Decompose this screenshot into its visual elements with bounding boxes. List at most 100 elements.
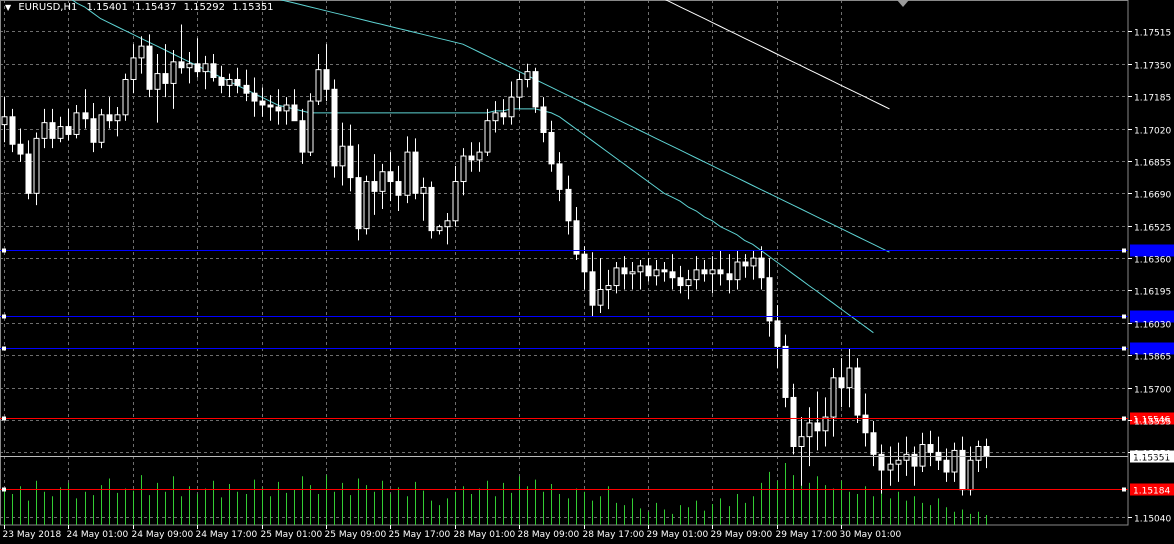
candle-body-bull[interactable]	[508, 96, 515, 118]
candle-body-bull[interactable]	[629, 271, 636, 275]
candle-body-bull[interactable]	[798, 436, 805, 447]
candle-body-bull[interactable]	[903, 453, 910, 461]
candle-body-bull[interactable]	[420, 186, 427, 194]
candle-body-bear[interactable]	[621, 267, 628, 275]
candle-body-bear[interactable]	[870, 432, 877, 455]
candle-body-bear[interactable]	[548, 131, 555, 165]
candle-body-bear[interactable]	[178, 61, 185, 69]
candle-body-bull[interactable]	[170, 61, 177, 84]
candle-body-bull[interactable]	[186, 63, 193, 69]
candle-body-bull[interactable]	[887, 463, 894, 471]
candle-body-bull[interactable]	[436, 226, 443, 232]
candle-body-bear[interactable]	[943, 459, 950, 473]
level-handle-left[interactable]	[2, 416, 6, 421]
candle-body-bull[interactable]	[637, 265, 644, 273]
level-handle-right[interactable]	[1122, 346, 1126, 351]
candle-body-bear[interactable]	[275, 106, 282, 112]
candle-body-bear[interactable]	[194, 63, 201, 73]
level-handle-right[interactable]	[1122, 487, 1126, 492]
level-handle-left[interactable]	[2, 346, 6, 351]
candle-body-bear[interactable]	[927, 444, 934, 453]
candle-body-bull[interactable]	[379, 171, 386, 192]
candle-body-bull[interactable]	[492, 112, 499, 122]
candle-body-bear[interactable]	[291, 104, 298, 122]
candle-body-bear[interactable]	[234, 78, 241, 86]
candle-body-bear[interactable]	[82, 112, 89, 120]
candle-body-bull[interactable]	[41, 122, 48, 139]
candle-body-bull[interactable]	[895, 459, 902, 465]
candle-body-bear[interactable]	[581, 253, 588, 273]
candle-body-bull[interactable]	[452, 181, 459, 222]
candle-body-bear[interactable]	[9, 116, 16, 145]
candle-body-bull[interactable]	[951, 449, 958, 473]
candle-body-bear[interactable]	[395, 181, 402, 196]
candle-body-bull[interactable]	[307, 100, 314, 153]
candle-body-bull[interactable]	[524, 71, 531, 80]
level-handle-left[interactable]	[2, 314, 6, 319]
candle-body-bear[interactable]	[251, 92, 258, 102]
candle-body-bull[interactable]	[460, 155, 467, 183]
candle-body-bear[interactable]	[878, 453, 885, 471]
candle-body-bear[interactable]	[210, 63, 217, 79]
candle-body-bear[interactable]	[412, 151, 419, 194]
candle-body-bull[interactable]	[685, 279, 692, 287]
candle-body-bear[interactable]	[17, 143, 24, 155]
candle-body-bear[interactable]	[983, 445, 990, 457]
candle-body-bull[interactable]	[516, 78, 523, 98]
candle-body-bear[interactable]	[814, 422, 821, 432]
candle-body-bear[interactable]	[146, 45, 153, 90]
level-handle-left[interactable]	[2, 248, 6, 253]
candle-body-bear[interactable]	[162, 73, 169, 84]
candle-body-bull[interactable]	[202, 63, 209, 73]
candle-body-bull[interactable]	[1, 116, 8, 126]
candle-body-bull[interactable]	[98, 114, 105, 143]
candle-body-bear[interactable]	[371, 181, 378, 192]
candle-body-bear[interactable]	[387, 171, 394, 183]
level-handle-right[interactable]	[1122, 416, 1126, 421]
candle-body-bear[interactable]	[243, 84, 250, 94]
candle-body-bull[interactable]	[444, 220, 451, 228]
candle-body-bear[interactable]	[838, 377, 845, 389]
candle-body-bull[interactable]	[363, 181, 370, 230]
candle-body-bear[interactable]	[862, 414, 869, 434]
candle-body-bull[interactable]	[154, 73, 161, 90]
candle-body-bear[interactable]	[218, 77, 225, 86]
candle-body-bull[interactable]	[476, 151, 483, 161]
candle-body-bull[interactable]	[130, 57, 137, 80]
chart-menu-icon[interactable]: ▼	[5, 3, 12, 12]
candle-body-bear[interactable]	[500, 112, 507, 118]
candle-body-bear[interactable]	[556, 163, 563, 190]
candle-body-bull[interactable]	[830, 377, 837, 418]
level-handle-left[interactable]	[2, 487, 6, 492]
candle-body-bull[interactable]	[975, 445, 982, 461]
candle-body-bull[interactable]	[822, 416, 829, 432]
candle-body-bull[interactable]	[605, 285, 612, 290]
candle-body-bull[interactable]	[597, 288, 604, 306]
candle-body-bull[interactable]	[122, 78, 129, 116]
candle-body-bear[interactable]	[428, 186, 435, 232]
candle-body-bear[interactable]	[669, 271, 676, 279]
candle-body-bear[interactable]	[645, 265, 652, 277]
candle-body-bear[interactable]	[782, 345, 789, 398]
candle-body-bull[interactable]	[613, 267, 620, 287]
candle-body-bull[interactable]	[138, 45, 145, 59]
candle-body-bear[interactable]	[323, 69, 330, 90]
candle-body-bull[interactable]	[33, 137, 40, 194]
candle-body-bull[interactable]	[73, 112, 80, 135]
candle-body-bear[interactable]	[106, 114, 113, 122]
candle-body-bull[interactable]	[750, 257, 757, 267]
candle-body-bull[interactable]	[846, 367, 853, 389]
candle-body-bear[interactable]	[573, 220, 580, 255]
candle-body-bull[interactable]	[693, 269, 700, 281]
candle-body-bear[interactable]	[267, 104, 274, 108]
candle-body-bull[interactable]	[734, 261, 741, 281]
candle-body-bull[interactable]	[967, 459, 974, 491]
candle-body-bear[interactable]	[790, 396, 797, 447]
candle-body-bull[interactable]	[57, 126, 64, 139]
candle-body-bull[interactable]	[806, 422, 813, 438]
candle-body-bear[interactable]	[774, 320, 781, 347]
candle-body-bear[interactable]	[532, 71, 539, 108]
candle-body-bear[interactable]	[90, 118, 97, 143]
candle-body-bear[interactable]	[25, 153, 32, 194]
